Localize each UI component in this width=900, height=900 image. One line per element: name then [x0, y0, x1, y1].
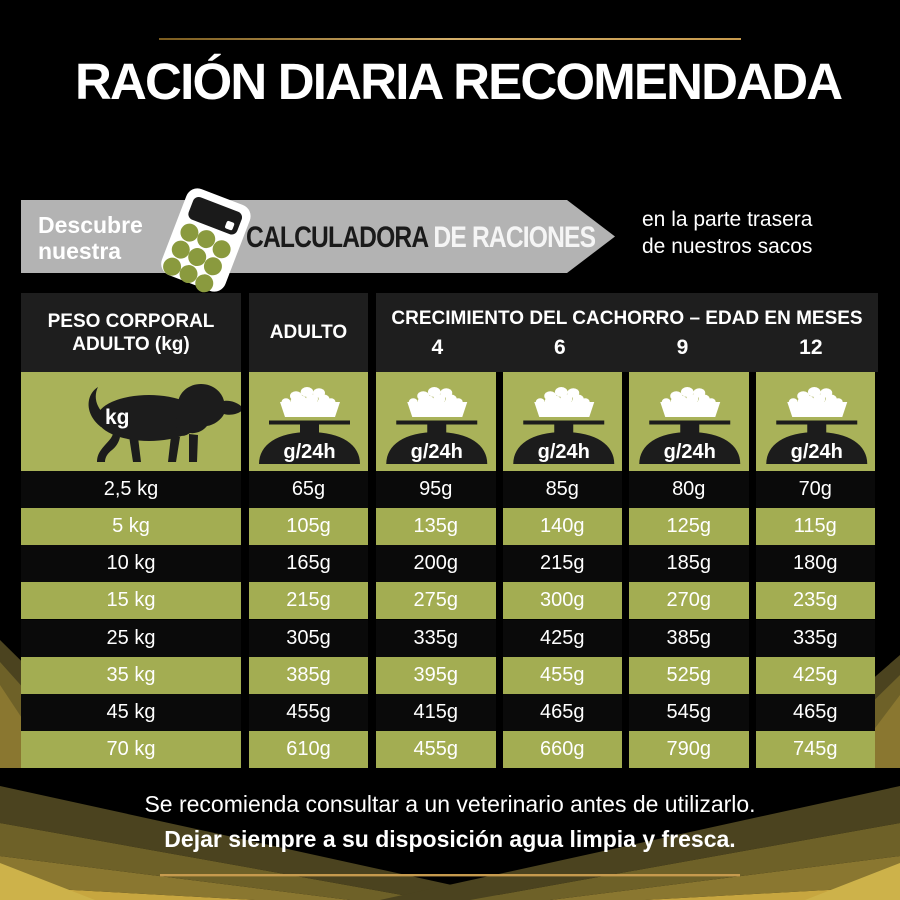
svg-text:kg: kg	[105, 406, 130, 429]
